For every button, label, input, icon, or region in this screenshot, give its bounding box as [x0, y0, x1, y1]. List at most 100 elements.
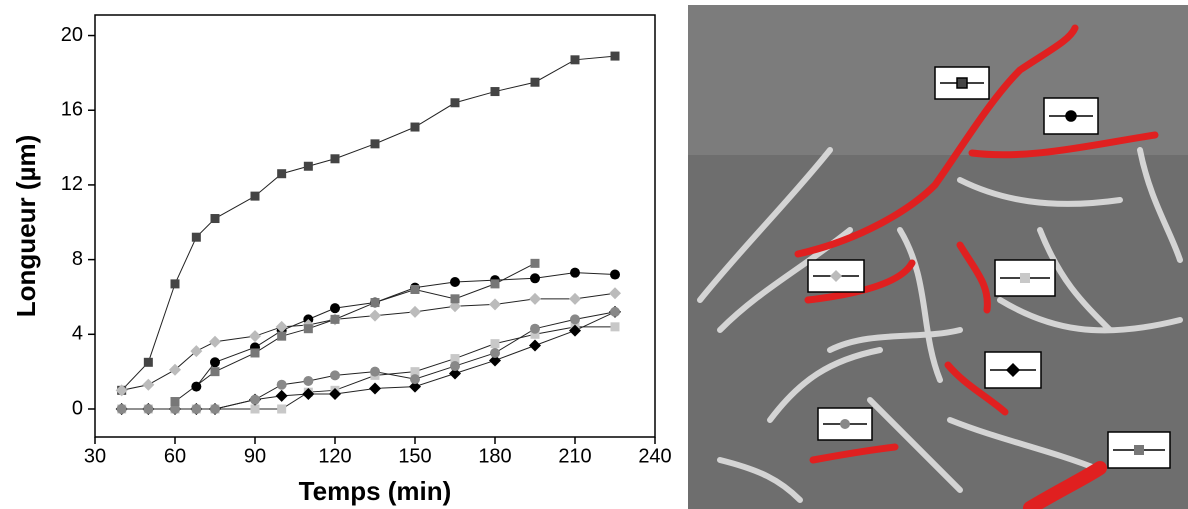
marker	[276, 379, 287, 390]
marker	[142, 378, 155, 391]
marker	[609, 287, 621, 300]
marker	[490, 339, 500, 349]
marker	[250, 191, 260, 201]
marker	[569, 292, 581, 305]
marker	[191, 403, 202, 414]
series-line	[121, 311, 616, 410]
marker	[250, 404, 260, 414]
marker	[370, 139, 380, 149]
marker	[450, 354, 460, 364]
marker	[303, 324, 313, 334]
marker	[330, 303, 340, 314]
series-line	[121, 292, 616, 391]
marker	[610, 322, 620, 332]
series-line	[195, 272, 616, 387]
marker	[250, 348, 260, 358]
marker	[610, 306, 620, 317]
marker	[170, 403, 180, 414]
marker	[449, 367, 461, 380]
x-tick-label: 180	[478, 445, 511, 467]
marker	[410, 374, 420, 385]
marker	[170, 279, 180, 289]
marker	[191, 381, 202, 392]
y-tick-label: 20	[61, 24, 83, 46]
marker	[450, 277, 460, 288]
marker	[277, 404, 287, 414]
series-line	[174, 262, 536, 402]
y-tick-label: 4	[72, 323, 83, 345]
marker	[210, 357, 220, 368]
marker	[529, 339, 541, 352]
marker	[369, 382, 381, 395]
x-tick-label: 240	[638, 445, 671, 467]
marker	[530, 258, 540, 268]
marker	[490, 279, 500, 289]
marker	[530, 329, 540, 339]
y-tick-label: 0	[72, 397, 83, 419]
marker	[409, 380, 421, 393]
y-axis-title: Longueur (µm)	[11, 135, 41, 318]
marker	[277, 169, 287, 179]
marker	[370, 298, 380, 308]
marker	[143, 403, 154, 414]
marker	[530, 323, 540, 334]
marker	[530, 273, 540, 284]
marker	[330, 154, 340, 164]
marker	[489, 298, 501, 311]
marker	[329, 388, 341, 401]
marker	[450, 98, 460, 108]
marker	[210, 367, 220, 377]
marker	[210, 403, 220, 414]
marker	[570, 267, 580, 278]
marker	[610, 51, 620, 61]
series-line	[121, 311, 616, 410]
micrograph	[688, 5, 1188, 509]
marker	[450, 361, 460, 372]
marker	[570, 55, 580, 65]
marker	[490, 347, 500, 358]
marker	[450, 294, 460, 304]
marker	[277, 331, 287, 341]
marker	[209, 335, 221, 348]
marker	[191, 232, 201, 242]
marker	[529, 292, 541, 305]
marker	[369, 309, 381, 322]
marker	[569, 324, 581, 337]
marker	[210, 214, 220, 224]
marker	[250, 394, 260, 405]
series-line	[121, 55, 616, 391]
marker	[169, 363, 181, 376]
marker	[275, 389, 288, 402]
marker	[249, 330, 261, 343]
marker	[570, 314, 580, 325]
y-tick-label: 8	[72, 248, 83, 270]
marker	[190, 345, 203, 358]
marker	[370, 366, 380, 377]
marker	[330, 370, 340, 381]
marker	[330, 314, 340, 324]
y-tick-label: 12	[61, 173, 83, 195]
marker	[170, 397, 180, 407]
marker	[610, 269, 620, 280]
marker	[489, 354, 501, 367]
plot-frame	[94, 14, 656, 438]
series-line	[121, 326, 615, 410]
x-tick-label: 150	[398, 445, 431, 467]
marker	[115, 384, 128, 397]
marker	[143, 357, 153, 367]
marker	[410, 367, 420, 377]
x-tick-label: 210	[558, 445, 591, 467]
x-tick-label: 120	[318, 445, 351, 467]
marker	[410, 284, 420, 294]
marker	[275, 320, 288, 333]
marker	[116, 403, 127, 414]
marker	[530, 77, 540, 87]
x-tick-label: 30	[84, 445, 106, 467]
y-tick-label: 16	[61, 99, 83, 121]
marker	[490, 87, 500, 97]
marker	[409, 305, 421, 318]
marker	[303, 161, 313, 171]
marker	[302, 388, 315, 401]
marker	[303, 375, 314, 386]
